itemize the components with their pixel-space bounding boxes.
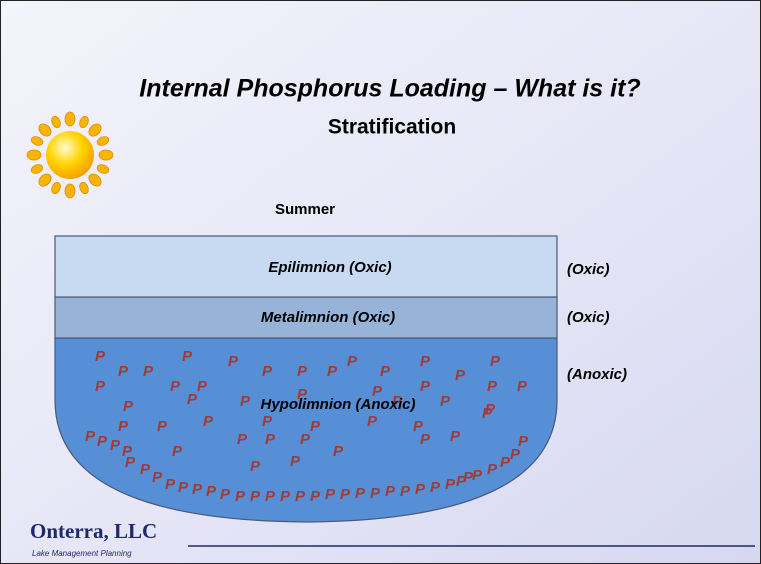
phosphorus-marker: P bbox=[400, 483, 411, 500]
phosphorus-marker: P bbox=[380, 363, 391, 380]
hypolimnion bbox=[54, 337, 558, 523]
epilimnion bbox=[54, 235, 558, 298]
phosphorus-marker: P bbox=[450, 428, 461, 445]
phosphorus-marker: P bbox=[327, 363, 338, 380]
phosphorus-marker: P bbox=[140, 461, 151, 478]
phosphorus-marker: P bbox=[300, 431, 311, 448]
logo: Onterra, LLC Lake Management Planning bbox=[30, 519, 755, 558]
phosphorus-marker: P bbox=[157, 418, 168, 435]
phosphorus-marker: P bbox=[482, 405, 493, 422]
phosphorus-marker: P bbox=[500, 454, 511, 471]
phosphorus-marker: P bbox=[235, 488, 246, 505]
phosphorus-marker: P bbox=[262, 363, 273, 380]
phosphorus-marker: P bbox=[95, 378, 106, 395]
phosphorus-marker: P bbox=[197, 378, 208, 395]
phosphorus-marker: P bbox=[413, 418, 424, 435]
phosphorus-marker: P bbox=[510, 446, 521, 463]
phosphorus-marker: P bbox=[172, 443, 183, 460]
phosphorus-marker: P bbox=[203, 413, 214, 430]
layer-label: Epilimnion (Oxic) bbox=[268, 259, 391, 276]
phosphorus-marker: P bbox=[220, 486, 231, 503]
phosphorus-marker: P bbox=[240, 393, 251, 410]
phosphorus-marker: P bbox=[206, 483, 217, 500]
phosphorus-marker: P bbox=[297, 363, 308, 380]
phosphorus-marker: P bbox=[262, 413, 273, 430]
phosphorus-marker: P bbox=[295, 488, 306, 505]
phosphorus-marker: P bbox=[192, 481, 203, 498]
phosphorus-marker: P bbox=[456, 473, 467, 490]
phosphorus-marker: P bbox=[463, 469, 474, 486]
phosphorus-marker: P bbox=[355, 485, 366, 502]
phosphorus-marker: P bbox=[280, 488, 291, 505]
phosphorus-marker: P bbox=[517, 378, 528, 395]
phosphorus-marker: P bbox=[420, 353, 431, 370]
phosphorus-marker: P bbox=[228, 353, 239, 370]
phosphorus-marker: P bbox=[152, 469, 163, 486]
side-label: (Oxic) bbox=[567, 261, 610, 278]
phosphorus-marker: P bbox=[440, 393, 451, 410]
phosphorus-marker: P bbox=[265, 488, 276, 505]
sun-icon bbox=[26, 111, 114, 199]
phosphorus-marker: P bbox=[143, 363, 154, 380]
phosphorus-marker: P bbox=[385, 483, 396, 500]
season-label: Summer bbox=[275, 201, 335, 218]
phosphorus-marker: P bbox=[340, 486, 351, 503]
subtitle: Stratification bbox=[328, 116, 456, 139]
phosphorus-marker: P bbox=[290, 453, 301, 470]
layer-label: Hypolimnion (Anoxic) bbox=[261, 396, 416, 413]
phosphorus-marker: P bbox=[125, 454, 136, 471]
phosphorus-marker: P bbox=[85, 428, 96, 445]
phosphorus-marker: P bbox=[485, 401, 496, 418]
logo-tagline: Lake Management Planning bbox=[32, 549, 132, 558]
phosphorus-marker: P bbox=[370, 485, 381, 502]
phosphorus-marker: P bbox=[333, 443, 344, 460]
side-label: (Anoxic) bbox=[567, 366, 627, 383]
logo-name: Onterra, LLC bbox=[30, 519, 157, 543]
title: Internal Phosphorus Loading – What is it… bbox=[139, 75, 640, 103]
phosphorus-marker: P bbox=[472, 467, 483, 484]
phosphorus-marker: P bbox=[265, 431, 276, 448]
phosphorus-marker: P bbox=[118, 363, 129, 380]
phosphorus-marker: P bbox=[122, 443, 133, 460]
phosphorus-marker: P bbox=[182, 348, 193, 365]
phosphorus-marker: P bbox=[430, 479, 441, 496]
phosphorus-marker: P bbox=[325, 486, 336, 503]
phosphorus-marker: P bbox=[445, 476, 456, 493]
phosphorus-marker: P bbox=[250, 458, 261, 475]
phosphorus-marker: P bbox=[187, 391, 198, 408]
phosphorus-marker: P bbox=[420, 431, 431, 448]
side-label: (Oxic) bbox=[567, 309, 610, 326]
phosphorus-marker: P bbox=[170, 378, 181, 395]
phosphorus-marker: P bbox=[178, 479, 189, 496]
phosphorus-marker: P bbox=[250, 488, 261, 505]
phosphorus-marker: P bbox=[372, 383, 383, 400]
phosphorus-marker: P bbox=[392, 393, 403, 410]
phosphorus-marker: P bbox=[487, 378, 498, 395]
layer-label: Metalimnion (Oxic) bbox=[261, 309, 395, 326]
phosphorus-marker: P bbox=[518, 433, 529, 450]
lake bbox=[54, 235, 558, 523]
phosphorus-marker: P bbox=[237, 431, 248, 448]
phosphorus-marker: P bbox=[123, 398, 134, 415]
phosphorus-marker: P bbox=[415, 481, 426, 498]
phosphorus-marker: P bbox=[95, 348, 106, 365]
phosphorus-marker: P bbox=[297, 386, 308, 403]
phosphorus-marker: P bbox=[367, 413, 378, 430]
phosphorus-marker: P bbox=[165, 476, 176, 493]
phosphorus-marker: P bbox=[110, 437, 121, 454]
phosphorus-marker: P bbox=[310, 418, 321, 435]
phosphorus-marker: P bbox=[118, 418, 129, 435]
phosphorus-marker: P bbox=[97, 433, 108, 450]
phosphorus-marker: P bbox=[490, 353, 501, 370]
phosphorus-marker: P bbox=[455, 367, 466, 384]
phosphorus-marker: P bbox=[487, 461, 498, 478]
phosphorus-marker: P bbox=[420, 378, 431, 395]
phosphorus-marker: P bbox=[310, 488, 321, 505]
phosphorus-marker: P bbox=[347, 353, 358, 370]
